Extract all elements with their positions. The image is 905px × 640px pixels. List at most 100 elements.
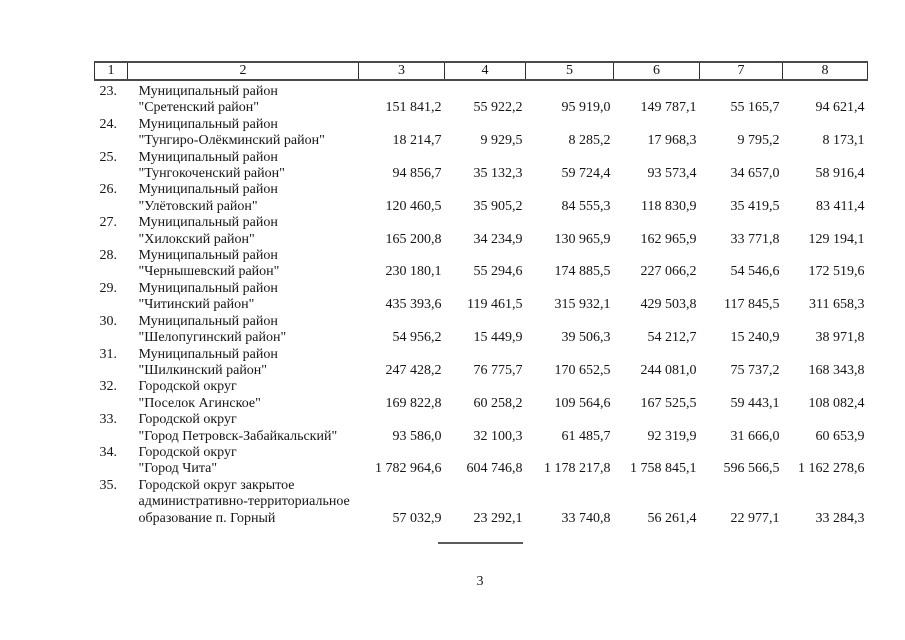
name-line: Городской округ закрытое <box>138 477 295 493</box>
header-col-6: 6 <box>613 61 700 81</box>
row-value: 108 082,4 <box>808 395 865 411</box>
row-value: 596 566,5 <box>723 461 780 477</box>
row-number: 27. <box>99 215 118 231</box>
table-row: 23. Муниципальный район "Сретенский район… <box>95 80 868 117</box>
row-value: 33 771,8 <box>730 231 780 247</box>
row-value: 55 922,2 <box>473 100 523 116</box>
row-value: 57 032,9 <box>392 510 442 526</box>
row-name: Муниципальный район "Читинский район" <box>128 281 359 314</box>
row-value: 35 905,2 <box>473 198 523 214</box>
row-name: Муниципальный район "Тунгокоченский район… <box>128 150 359 183</box>
row-value: 35 419,5 <box>730 198 780 214</box>
name-line: Городской округ <box>138 444 237 460</box>
table-row: 27. Муниципальный район "Хилокский район"… <box>95 215 868 248</box>
row-value: 38 971,8 <box>815 330 865 346</box>
name-line: "Шелопугинский район" <box>138 330 287 346</box>
name-line: "Читинский район" <box>138 297 255 313</box>
row-value: 94 621,4 <box>815 100 865 116</box>
row-value: 1 758 845,1 <box>630 461 697 477</box>
row-name: Муниципальный район "Хилокский район" <box>128 215 359 248</box>
row-value: 167 525,5 <box>640 395 697 411</box>
row-value: 435 393,6 <box>385 297 442 313</box>
table-row: 31. Муниципальный район "Шилкинский район… <box>95 347 868 380</box>
table-row: 24. Муниципальный район "Тунгиро-Олёкминс… <box>95 117 868 150</box>
row-value: 129 194,1 <box>808 231 865 247</box>
row-value: 60 258,2 <box>473 395 523 411</box>
row-value: 149 787,1 <box>640 100 697 116</box>
row-number: 23. <box>99 84 118 99</box>
row-value: 315 932,1 <box>554 297 611 313</box>
row-value: 247 428,2 <box>385 362 442 378</box>
row-value: 95 919,0 <box>561 100 611 116</box>
name-line: "Сретенский район" <box>138 100 260 116</box>
table-row: 32. Городской округ "Поселок Агинское" 16… <box>95 379 868 412</box>
row-value: 35 132,3 <box>473 166 523 182</box>
table-row: 35. Городской округ закрытое администрати… <box>95 478 868 527</box>
row-value: 60 653,9 <box>815 428 865 444</box>
name-line: Муниципальный район <box>138 346 278 362</box>
row-value: 15 449,9 <box>473 330 523 346</box>
row-number: 25. <box>99 149 118 165</box>
header-col-2: 2 <box>127 61 359 81</box>
row-number: 35. <box>99 477 118 493</box>
name-line: Муниципальный район <box>138 182 278 198</box>
row-value: 230 180,1 <box>385 264 442 280</box>
row-value: 59 724,4 <box>561 166 611 182</box>
row-number: 28. <box>99 248 118 264</box>
name-line: "Город Петровск-Забайкальский" <box>138 428 338 444</box>
table-row: 26. Муниципальный район "Улётовский район… <box>95 182 868 215</box>
row-value: 1 782 964,6 <box>375 461 442 477</box>
name-line: "Улётовский район" <box>138 198 258 214</box>
row-value: 170 652,5 <box>554 362 611 378</box>
name-line: административно-территориальное <box>138 494 350 510</box>
row-value: 54 212,7 <box>647 330 697 346</box>
row-number: 34. <box>99 444 118 460</box>
row-number: 31. <box>99 346 118 362</box>
data-table: 1 2 3 4 5 6 7 8 23. Муниципальный район "… <box>94 61 868 527</box>
header-col-7: 7 <box>699 61 783 81</box>
row-value: 59 443,1 <box>730 395 780 411</box>
table-row: 34. Городской округ "Город Чита" 1 782 96… <box>95 445 868 478</box>
name-line: Муниципальный район <box>138 116 278 132</box>
header-col-1: 1 <box>94 61 128 81</box>
row-value: 33 284,3 <box>815 510 865 526</box>
row-name: Муниципальный район "Шелопугинский район" <box>128 314 359 347</box>
table-row: 25. Муниципальный район "Тунгокоченский р… <box>95 150 868 183</box>
name-line: Муниципальный район <box>138 215 278 231</box>
row-name: Муниципальный район "Улётовский район" <box>128 182 359 215</box>
row-value: 8 173,1 <box>822 133 865 149</box>
page-number: 3 <box>476 574 484 589</box>
row-value: 34 657,0 <box>730 166 780 182</box>
row-value: 34 234,9 <box>473 231 523 247</box>
row-value: 15 240,9 <box>730 330 780 346</box>
row-name: Муниципальный район "Тунгиро-Олёкминский … <box>128 117 359 150</box>
row-value: 55 165,7 <box>730 100 780 116</box>
row-value: 55 294,6 <box>473 264 523 280</box>
row-name: Муниципальный район "Шилкинский район" <box>128 347 359 380</box>
row-value: 84 555,3 <box>561 198 611 214</box>
row-value: 17 968,3 <box>647 133 697 149</box>
header-col-4: 4 <box>444 61 526 81</box>
header-col-3: 3 <box>358 61 445 81</box>
row-name: Городской округ "Поселок Агинское" <box>128 379 359 412</box>
row-value: 76 775,7 <box>473 362 523 378</box>
table-row: 33. Городской округ "Город Петровск-Забай… <box>95 412 868 445</box>
row-number: 32. <box>99 379 118 395</box>
name-line: "Хилокский район" <box>138 231 255 247</box>
row-value: 32 100,3 <box>473 428 523 444</box>
name-line: Городской округ <box>138 379 237 395</box>
row-value: 169 822,8 <box>385 395 442 411</box>
row-value: 8 285,2 <box>568 133 611 149</box>
row-value: 31 666,0 <box>730 428 780 444</box>
header-col-8: 8 <box>782 61 868 81</box>
row-value: 168 343,8 <box>808 362 865 378</box>
row-value: 9 929,5 <box>480 133 523 149</box>
row-value: 604 746,8 <box>466 461 523 477</box>
row-value: 83 411,4 <box>816 198 865 214</box>
row-name: Муниципальный район "Чернышевский район" <box>128 248 359 281</box>
table-row: 29. Муниципальный район "Читинский район"… <box>95 281 868 314</box>
name-line: образование п. Горный <box>138 510 276 526</box>
name-line: Муниципальный район <box>138 149 278 165</box>
row-value: 94 856,7 <box>392 166 442 182</box>
